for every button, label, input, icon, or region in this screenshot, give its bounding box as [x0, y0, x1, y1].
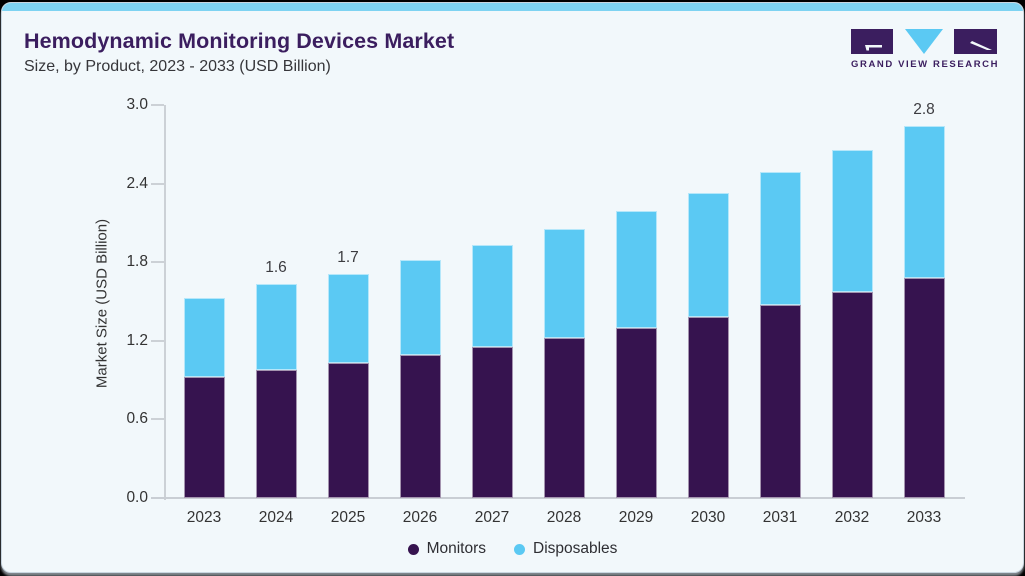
chart-legend: Monitors Disposables	[2, 540, 1023, 558]
bar-segment-monitors-2027[interactable]	[471, 347, 513, 498]
y-tick-label: 0.6	[126, 410, 148, 428]
y-tick-label: 0.0	[126, 489, 148, 506]
y-tick-mark	[151, 182, 164, 185]
y-tick-label: 2.4	[126, 174, 148, 192]
bar-segment-disposables-2033[interactable]	[903, 125, 945, 278]
bar-segment-monitors-2030[interactable]	[687, 317, 729, 498]
y-axis-line	[164, 105, 166, 500]
bar-segment-monitors-2028[interactable]	[543, 338, 585, 498]
bar-segment-monitors-2029[interactable]	[615, 327, 657, 498]
x-tick-label-2029: 2029	[618, 509, 654, 526]
gvr-logo-text: GRAND VIEW RESEARCH	[851, 59, 1000, 70]
x-axis-line	[151, 497, 965, 499]
gvr-logo-v-icon	[904, 29, 943, 54]
gvr-logo-r-icon	[954, 29, 997, 54]
y-tick-mark	[151, 339, 164, 342]
bar-segment-disposables-2023[interactable]	[183, 297, 225, 378]
legend-item-disposables[interactable]: Disposables	[514, 540, 617, 558]
bar-segment-disposables-2030[interactable]	[687, 192, 729, 318]
y-tick-mark	[151, 261, 164, 264]
bar-total-label-2033: 2.8	[913, 100, 935, 118]
bar-total-label-2025: 1.7	[337, 248, 359, 266]
bar-segment-disposables-2031[interactable]	[759, 171, 801, 306]
bar-segment-monitors-2023[interactable]	[183, 377, 225, 498]
legend-label-monitors: Monitors	[426, 540, 486, 557]
x-tick-label-2028: 2028	[546, 509, 582, 526]
grand-view-research-logo: GRAND VIEW RESEARCH	[851, 29, 1000, 70]
chart-subtitle: Size, by Product, 2023 - 2033 (USD Billi…	[24, 58, 331, 75]
x-tick-label-2024: 2024	[258, 509, 294, 526]
x-tick-label-2031: 2031	[762, 509, 798, 526]
bar-segment-monitors-2033[interactable]	[903, 277, 945, 498]
x-tick-label-2025: 2025	[330, 509, 366, 526]
bar-segment-disposables-2028[interactable]	[543, 229, 585, 339]
bar-segment-disposables-2027[interactable]	[471, 245, 513, 348]
legend-item-monitors[interactable]: Monitors	[407, 540, 486, 558]
bar-segment-monitors-2032[interactable]	[831, 292, 873, 498]
x-tick-label-2032: 2032	[834, 509, 870, 526]
chart-title: Hemodynamic Monitoring Devices Market	[24, 29, 455, 53]
bar-segment-monitors-2025[interactable]	[327, 363, 369, 498]
y-tick-label: 1.8	[126, 253, 148, 271]
bar-segment-disposables-2025[interactable]	[327, 273, 369, 364]
y-tick-mark	[151, 418, 164, 421]
y-tick-mark	[151, 104, 164, 106]
gvr-logo-g-icon	[851, 29, 893, 54]
legend-label-disposables: Disposables	[533, 540, 618, 557]
y-tick-label: 3.0	[126, 96, 148, 113]
x-tick-label-2033: 2033	[906, 509, 942, 526]
x-tick-label-2026: 2026	[402, 509, 438, 526]
x-tick-label-2027: 2027	[474, 509, 510, 526]
bar-segment-monitors-2024[interactable]	[255, 369, 297, 498]
x-tick-label-2030: 2030	[690, 509, 726, 526]
top-accent-bar	[2, 3, 1023, 11]
bar-segment-disposables-2026[interactable]	[399, 259, 441, 356]
legend-dot-disposables	[514, 543, 525, 555]
bar-segment-monitors-2031[interactable]	[759, 305, 801, 498]
stacked-bar-chart: Market Size (USD Billion) Monitors Dispos…	[2, 3, 1023, 572]
bar-segment-disposables-2024[interactable]	[255, 284, 297, 370]
bar-total-label-2024: 1.6	[265, 259, 287, 277]
x-tick-label-2023: 2023	[186, 509, 222, 526]
bar-segment-disposables-2032[interactable]	[831, 149, 873, 293]
legend-dot-monitors	[407, 543, 419, 555]
bar-segment-monitors-2026[interactable]	[399, 355, 441, 498]
y-tick-label: 1.2	[126, 331, 148, 349]
gvr-logo-icon	[851, 29, 997, 54]
bar-segment-disposables-2029[interactable]	[615, 211, 657, 328]
